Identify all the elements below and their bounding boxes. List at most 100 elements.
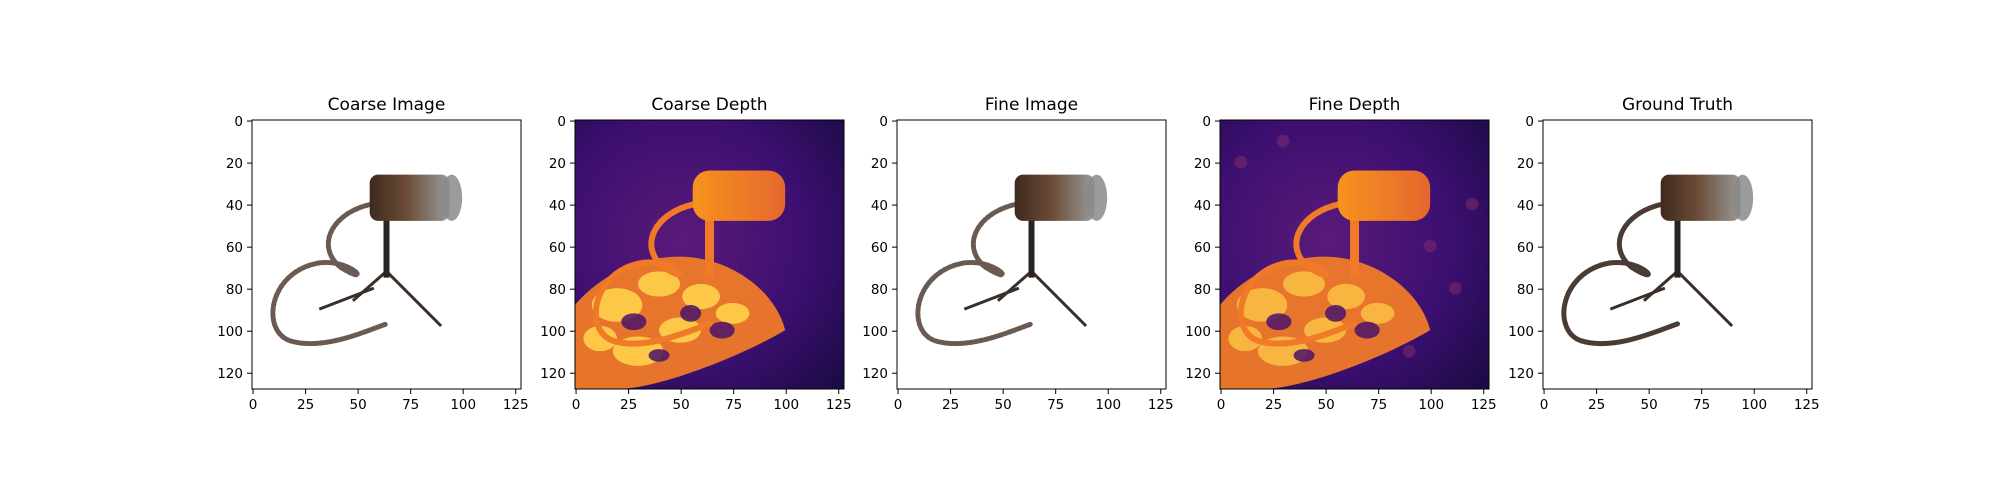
- y-tick-label: 40: [226, 198, 243, 214]
- panel-image: [897, 120, 1166, 389]
- axes-frame: [574, 119, 845, 390]
- panel-coarse-image: Coarse Image 0 25 50 75 100 125 0 20 40 60 80 100 120: [217, 95, 528, 413]
- y-tick-label: 100: [217, 324, 243, 340]
- panel-fine-image: Fine Image 0 25 50 75 100 125 0 20 40 60 80 100 120: [862, 95, 1173, 413]
- y-tick-label: 100: [1185, 324, 1211, 340]
- y-tick-label: 60: [1194, 240, 1211, 256]
- panel-fine-depth: Fine Depth 0 25 50 75 100 125 0 20 40 60 80 100 120: [1185, 95, 1496, 413]
- depth-hole-mark: [709, 321, 735, 339]
- y-tick-label: 40: [871, 198, 888, 214]
- depth-speckle-mark: [1449, 281, 1462, 295]
- x-tick-label: 100: [1095, 397, 1121, 413]
- depth-hole-mark: [1325, 304, 1347, 322]
- x-tick-label: 0: [894, 397, 903, 413]
- depth-hotspot-mark: [1327, 283, 1366, 310]
- y-tick-label: 80: [871, 282, 888, 298]
- y-tick-label: 80: [1194, 282, 1211, 298]
- depth-hotspot-mark: [1228, 325, 1263, 352]
- y-tick-label: 120: [540, 366, 566, 382]
- depth-cable-mark: [1238, 201, 1358, 347]
- mic-grille-mark: [1086, 174, 1108, 221]
- mic-body-mark: [1014, 174, 1095, 221]
- depth-hole-mark: [1293, 349, 1315, 362]
- x-tick-label: 75: [1370, 397, 1387, 413]
- cable-mark: [1561, 201, 1681, 347]
- y-tick-label: 0: [234, 114, 243, 130]
- y-tick-label: 20: [871, 156, 888, 172]
- y-tick-label: 20: [549, 156, 566, 172]
- panel-ground-truth: Ground Truth 0 25 50 75 100 125 0 20 40 60 80 100 120: [1508, 95, 1819, 413]
- panel-title: Coarse Image: [328, 95, 446, 115]
- x-tick-label: 0: [249, 397, 258, 413]
- depth-hotspot-mark: [583, 325, 618, 352]
- y-tick-label: 60: [1517, 240, 1534, 256]
- mic-body-mark: [1660, 174, 1741, 221]
- depth-mic-mark: [692, 170, 786, 221]
- axes-frame: [1542, 119, 1813, 390]
- x-tick-label: 25: [942, 397, 959, 413]
- depth-speckle-mark: [1234, 155, 1248, 169]
- depth-speckle-mark: [1465, 197, 1479, 211]
- x-tick-label: 25: [1265, 397, 1282, 413]
- y-tick-label: 100: [1508, 324, 1534, 340]
- x-tick-label: 100: [1741, 397, 1767, 413]
- x-tick-label: 125: [1471, 397, 1497, 413]
- y-tick-label: 20: [1517, 156, 1534, 172]
- y-tick-label: 40: [1517, 198, 1534, 214]
- x-tick-label: 75: [1693, 397, 1710, 413]
- x-tick-label: 50: [673, 397, 690, 413]
- panel-image: [1543, 120, 1812, 389]
- axes-frame: [251, 119, 522, 390]
- axes-frame: [1219, 119, 1490, 390]
- cable-mark: [270, 201, 390, 347]
- x-tick-label: 100: [1418, 397, 1444, 413]
- y-tick-label: 20: [1194, 156, 1211, 172]
- y-tick-label: 0: [1525, 114, 1534, 130]
- panel-title: Ground Truth: [1622, 95, 1733, 115]
- x-tick-label: 100: [773, 397, 799, 413]
- y-tick-label: 100: [862, 324, 888, 340]
- y-tick-label: 40: [549, 198, 566, 214]
- y-tick-label: 0: [1202, 114, 1211, 130]
- x-tick-label: 50: [995, 397, 1012, 413]
- y-tick-label: 80: [226, 282, 243, 298]
- tripod-leg-mark: [1642, 270, 1679, 302]
- depth-hole-mark: [680, 304, 702, 322]
- depth-hole-mark: [1266, 313, 1292, 331]
- panel-title: Fine Depth: [1309, 95, 1401, 115]
- x-tick-label: 50: [1318, 397, 1335, 413]
- y-tick-label: 120: [862, 366, 888, 382]
- x-tick-label: 125: [1794, 397, 1820, 413]
- x-tick-label: 0: [1540, 397, 1549, 413]
- y-tick-label: 100: [540, 324, 566, 340]
- x-tick-label: 75: [1047, 397, 1064, 413]
- y-tick-label: 60: [226, 240, 243, 256]
- tripod-leg-mark: [1676, 270, 1734, 328]
- mic-grille-mark: [1732, 174, 1754, 221]
- y-tick-label: 40: [1194, 198, 1211, 214]
- panel-image: [575, 120, 844, 389]
- depth-hotspot-mark: [638, 271, 681, 297]
- x-tick-label: 125: [826, 397, 852, 413]
- depth-hotspot-mark: [1236, 288, 1288, 322]
- panel-title: Fine Image: [985, 95, 1078, 115]
- tripod-leg-mark: [1030, 270, 1088, 328]
- y-tick-label: 20: [226, 156, 243, 172]
- depth-mic-mark: [1337, 170, 1431, 221]
- depth-hotspot-mark: [715, 302, 750, 324]
- depth-hotspot-mark: [1283, 271, 1326, 297]
- cable-mark: [915, 201, 1035, 347]
- x-tick-label: 25: [620, 397, 637, 413]
- panel-image: [252, 120, 521, 389]
- x-tick-label: 100: [450, 397, 476, 413]
- panel-image: [1220, 120, 1489, 389]
- depth-hole-mark: [1354, 321, 1380, 339]
- y-tick-label: 120: [1508, 366, 1534, 382]
- y-tick-label: 0: [557, 114, 566, 130]
- y-tick-label: 60: [549, 240, 566, 256]
- depth-speckle-mark: [1423, 239, 1437, 253]
- x-tick-label: 25: [297, 397, 314, 413]
- depth-hotspot-mark: [1360, 302, 1395, 324]
- y-tick-label: 0: [879, 114, 888, 130]
